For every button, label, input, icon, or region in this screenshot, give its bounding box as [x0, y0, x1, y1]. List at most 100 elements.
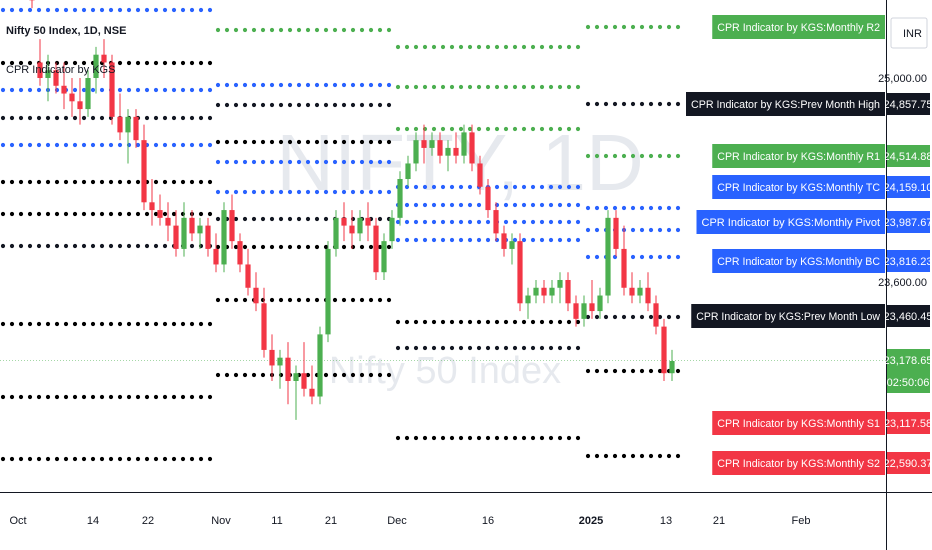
candle-body[interactable] — [157, 210, 163, 218]
level-tag[interactable] — [712, 15, 885, 39]
candle-body[interactable] — [573, 303, 579, 319]
candle-body[interactable] — [661, 326, 667, 374]
candle-body[interactable] — [317, 334, 323, 397]
price-axis-label[interactable] — [887, 371, 930, 393]
candle-body[interactable] — [589, 303, 595, 312]
candle-body[interactable] — [173, 225, 179, 249]
candle-body[interactable] — [349, 225, 355, 234]
candle-body[interactable] — [205, 225, 211, 249]
candle-body[interactable] — [445, 147, 451, 156]
candle-body[interactable] — [69, 93, 75, 102]
candle-body[interactable] — [493, 210, 499, 234]
candle-body[interactable] — [397, 178, 403, 218]
candle-body[interactable] — [109, 62, 115, 117]
candle-body[interactable] — [93, 54, 99, 78]
candle-body[interactable] — [525, 295, 531, 304]
level-tag[interactable] — [712, 411, 885, 435]
candle-body[interactable] — [629, 287, 635, 296]
candle-body[interactable] — [141, 140, 147, 203]
candle-body[interactable] — [197, 225, 203, 234]
candle-body[interactable] — [213, 248, 219, 265]
candle-body[interactable] — [253, 287, 259, 304]
price-axis-label[interactable] — [887, 211, 930, 233]
price-axis-label[interactable] — [887, 412, 930, 434]
candle-body[interactable] — [77, 101, 83, 110]
candle-body[interactable] — [373, 225, 379, 273]
candle-body[interactable] — [429, 140, 435, 148]
candle-body[interactable] — [605, 217, 611, 296]
candle-body[interactable] — [381, 241, 387, 273]
candle-body[interactable] — [421, 140, 427, 148]
level-tag[interactable] — [696, 210, 886, 234]
candle-body[interactable] — [453, 147, 459, 156]
candle-body[interactable] — [405, 163, 411, 179]
candle-body[interactable] — [269, 349, 275, 366]
candle-body[interactable] — [229, 210, 235, 242]
symbol-title[interactable]: Nifty 50 Index, 1D, NSE — [6, 25, 127, 37]
candle-body[interactable] — [125, 116, 131, 133]
candle-body[interactable] — [189, 217, 195, 234]
indicator-title[interactable]: CPR Indicator by KGS — [6, 64, 116, 76]
price-axis-label[interactable] — [887, 176, 930, 198]
candle-body[interactable] — [533, 287, 539, 296]
candle-body[interactable] — [469, 132, 475, 164]
candle-body[interactable] — [309, 388, 315, 397]
candle-body[interactable] — [549, 287, 555, 296]
candle-body[interactable] — [237, 241, 243, 265]
candle-body[interactable] — [149, 202, 155, 211]
level-tag[interactable] — [712, 175, 885, 199]
price-axis-label[interactable] — [887, 349, 930, 371]
candle-body[interactable] — [301, 373, 307, 389]
candle-body[interactable] — [613, 217, 619, 249]
candle-body[interactable] — [221, 210, 227, 265]
price-axis-label[interactable] — [887, 93, 930, 115]
candle-body[interactable] — [85, 78, 91, 110]
candle-body[interactable] — [101, 54, 107, 63]
candle-body[interactable] — [517, 241, 523, 304]
candle-body[interactable] — [389, 217, 395, 242]
price-axis[interactable]: INR 25,000.00 23,600.00 — [878, 17, 928, 289]
candle-body[interactable] — [413, 140, 419, 164]
candle-body[interactable] — [53, 70, 59, 86]
candle-body[interactable] — [341, 217, 347, 226]
price-axis-label[interactable] — [887, 305, 930, 327]
candle-body[interactable] — [565, 279, 571, 304]
currency-badge[interactable] — [890, 17, 928, 49]
candle-body[interactable] — [597, 295, 603, 312]
candle-body[interactable] — [581, 303, 587, 319]
candle-body[interactable] — [245, 264, 251, 288]
candle-body[interactable] — [285, 357, 291, 381]
level-tag[interactable] — [712, 451, 885, 475]
candle-body[interactable] — [133, 116, 139, 141]
candle-body[interactable] — [637, 287, 643, 296]
price-axis-label[interactable] — [887, 452, 930, 474]
candle-body[interactable] — [557, 279, 563, 288]
candle-body[interactable] — [277, 357, 283, 366]
candle-body[interactable] — [181, 217, 187, 249]
candle-body[interactable] — [541, 287, 547, 296]
price-axis-label[interactable] — [887, 145, 930, 167]
candle-body[interactable] — [485, 186, 491, 211]
candle-body[interactable] — [357, 217, 363, 234]
candle-body[interactable] — [365, 217, 371, 226]
level-tag[interactable] — [691, 304, 885, 328]
price-axis-label[interactable] — [887, 250, 930, 272]
candle-body[interactable] — [645, 287, 651, 304]
candle-body[interactable] — [117, 116, 123, 133]
candle-body[interactable] — [653, 303, 659, 327]
candle-body[interactable] — [437, 140, 443, 156]
time-axis[interactable]: Oct 14 22 Nov 11 21 Dec 16 2025 13 21 Feb — [9, 515, 810, 527]
candle-body[interactable] — [509, 241, 515, 249]
candle-body[interactable] — [293, 373, 299, 381]
candle-body[interactable] — [261, 303, 267, 350]
level-tag[interactable] — [712, 144, 885, 168]
candle-body[interactable] — [461, 132, 467, 156]
candle-body[interactable] — [333, 217, 339, 249]
candle-body[interactable] — [61, 85, 67, 94]
candle-body[interactable] — [45, 70, 51, 78]
candle-body[interactable] — [165, 217, 171, 226]
level-tag[interactable] — [712, 249, 885, 273]
candle-body[interactable] — [477, 163, 483, 187]
candle-body[interactable] — [621, 248, 627, 288]
